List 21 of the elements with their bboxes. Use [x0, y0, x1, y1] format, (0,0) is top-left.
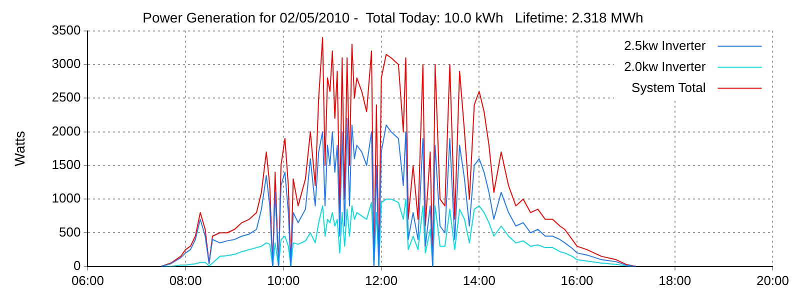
x-tick-label: 10:00	[267, 272, 300, 288]
x-tick-label: 14:00	[462, 272, 496, 288]
y-tick-label: 1000	[52, 190, 81, 206]
legend-label: 2.0kw Inverter	[624, 58, 706, 74]
x-tick-label: 16:00	[560, 272, 594, 288]
y-tick-label: 3000	[52, 56, 81, 72]
y-tick-label: 2000	[52, 123, 81, 138]
chart-title: Power Generation for 02/05/2010 - Total Today: 10.0 kWh Lifetime: 2.318 MWh	[142, 9, 644, 26]
legend-label: System Total	[632, 80, 706, 95]
x-tick-label: 20:00	[756, 272, 790, 288]
x-tick-label: 12:00	[365, 272, 398, 288]
y-axis-title: Watts	[11, 130, 28, 166]
x-tick-label: 18:00	[658, 272, 692, 288]
y-tick-label: 3500	[52, 22, 81, 38]
x-tick-label: 06:00	[71, 272, 104, 288]
y-tick-label: 500	[59, 224, 81, 240]
y-tick-label: 2500	[52, 90, 81, 105]
y-tick-label: 1500	[52, 157, 81, 172]
x-tick-label: 08:00	[169, 272, 202, 288]
y-tick-label: 0	[73, 258, 81, 273]
legend-label: 2.5kw Inverter	[624, 38, 706, 53]
